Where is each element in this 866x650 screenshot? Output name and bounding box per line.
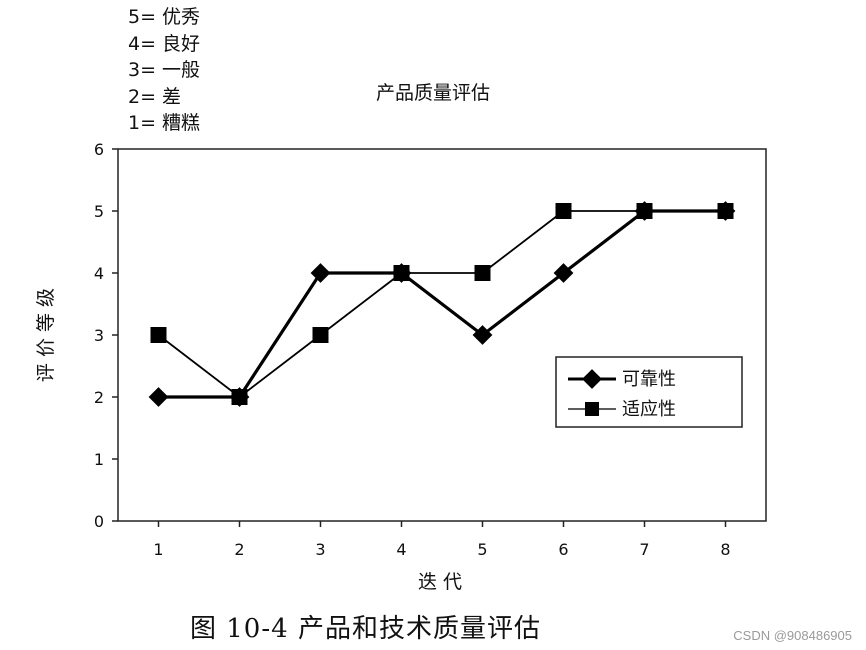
data-point-adaptability [312,327,329,343]
scale-key-item: 5= 优秀 [128,6,201,28]
data-point-reliability [391,263,412,283]
x-tick-label: 1 [153,540,163,559]
series-layer [148,201,736,407]
data-point-reliability [310,263,331,283]
x-tick-label: 8 [720,540,730,559]
figure-caption: 图 10-4 产品和技术质量评估 [190,614,541,644]
data-point-adaptability [555,203,572,219]
chart-title: 产品质量评估 [376,82,490,104]
y-tick-label: 6 [94,140,104,159]
series-line-reliability [158,209,726,399]
data-point-reliability [553,263,574,283]
legend-label-reliability: 可靠性 [622,369,676,390]
series-line-adaptability [157,210,726,398]
x-tick-label: 3 [315,540,325,559]
x-tick-label: 5 [477,540,487,559]
legend-label-adaptability: 适应性 [622,399,676,420]
y-tick-label: 4 [94,264,104,283]
y-tick-label: 2 [94,388,104,407]
x-tick-label: 2 [234,540,244,559]
scale-key-item: 2= 差 [128,85,182,108]
data-point-reliability [472,325,493,345]
data-point-reliability [229,387,250,407]
data-point-adaptability [474,265,491,281]
legend: 可靠性 适应性 [555,356,743,428]
y-tick-label: 1 [94,450,104,469]
x-axis-label: 迭 代 [418,571,462,593]
data-point-reliability [148,387,169,407]
legend-marker-diamond-icon [582,369,602,389]
y-tick-label: 3 [94,326,104,345]
scale-key-item: 1= 糟糕 [128,112,201,134]
plot-area-frame [117,148,767,522]
data-point-adaptability [150,327,167,343]
x-tick-label: 7 [639,540,649,559]
scale-key-item: 3= 一般 [128,59,201,81]
x-tick-label: 6 [558,540,568,559]
watermark: CSDN @908486905 [733,628,852,643]
legend-marker-square-icon [585,402,599,416]
y-tick-label: 5 [94,202,104,221]
x-tick-label: 4 [396,540,406,559]
scale-key-item: 4= 良好 [128,32,201,55]
y-tick-label: 0 [94,512,104,531]
y-axis-label: 评 价 等 级 [35,288,57,382]
axes: 0 1 2 3 4 5 6 1 2 3 4 5 6 7 8 [94,140,731,559]
rating-scale-key: 5= 优秀 4= 良好 3= 一般 2= 差 1= 糟糕 [128,4,200,137]
